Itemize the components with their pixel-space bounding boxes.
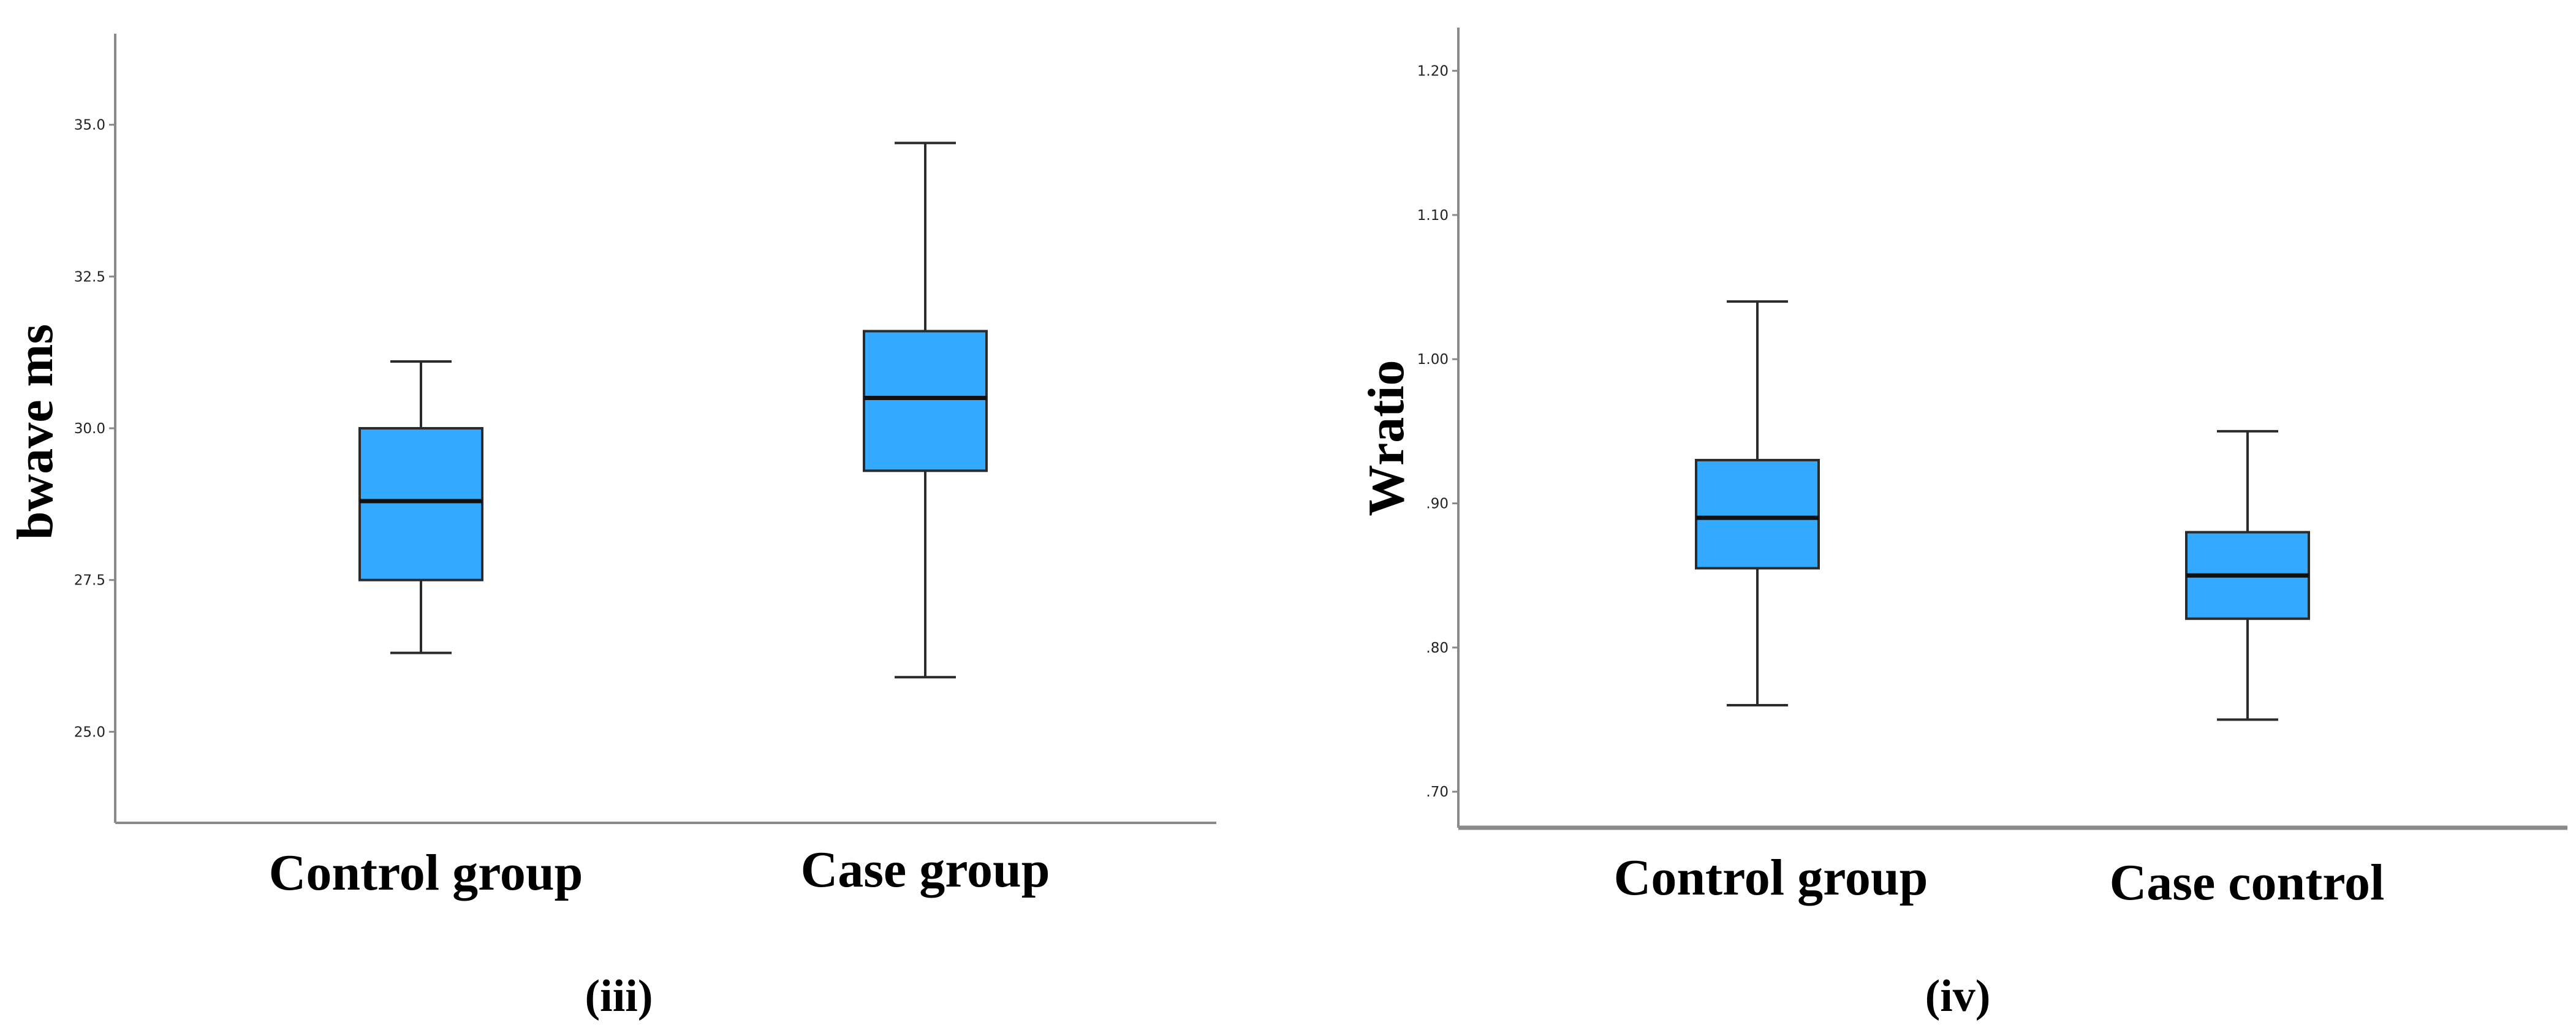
box-2: [2185, 429, 2310, 721]
y-tick-label: 1.20: [1417, 64, 1449, 80]
boxes: [1695, 300, 2310, 721]
y-tick-label: 32.5: [74, 269, 105, 285]
y-tick-label: 25.0: [74, 724, 105, 740]
iqr-box: [863, 330, 988, 472]
category-label-control-group: Control group: [1614, 849, 1928, 906]
y-ticks: 25.0 27.5 30.0 32.5 35.0: [74, 118, 115, 740]
category-label-case-group: Case group: [801, 841, 1050, 898]
y-tick-label: 1.10: [1417, 208, 1449, 224]
y-tick-label: .90: [1426, 496, 1449, 512]
panel-label-iii: (iii): [585, 971, 653, 1021]
panel-iii: 25.0 27.5 30.0 32.5 35.0 bwave ms Control gr…: [7, 34, 1216, 1021]
y-tick-label: 35.0: [74, 118, 105, 134]
category-label-control-group: Control group: [269, 844, 583, 901]
boxes: [358, 142, 988, 679]
y-axis-label: Wratio: [1358, 360, 1415, 516]
y-tick-label: .70: [1426, 784, 1449, 800]
iqr-box: [1695, 458, 1820, 570]
y-tick-label: 30.0: [74, 421, 105, 437]
box-2: [863, 142, 988, 679]
panel-label-iv: (iv): [1925, 971, 1991, 1021]
box-1: [1695, 300, 1820, 706]
y-tick-label: 27.5: [74, 573, 105, 589]
panel-iv: .70 .80 .90 1.00 1.10 1.20 Wratio Control gro…: [1358, 28, 2567, 1021]
y-tick-label: 1.00: [1417, 352, 1449, 368]
y-ticks: .70 .80 .90 1.00 1.10 1.20: [1417, 64, 1458, 800]
y-axis-label: bwave ms: [7, 324, 64, 540]
iqr-box: [358, 427, 483, 581]
y-tick-label: .80: [1426, 640, 1449, 656]
category-label-case-control: Case control: [2110, 854, 2385, 911]
box-1: [358, 360, 483, 654]
